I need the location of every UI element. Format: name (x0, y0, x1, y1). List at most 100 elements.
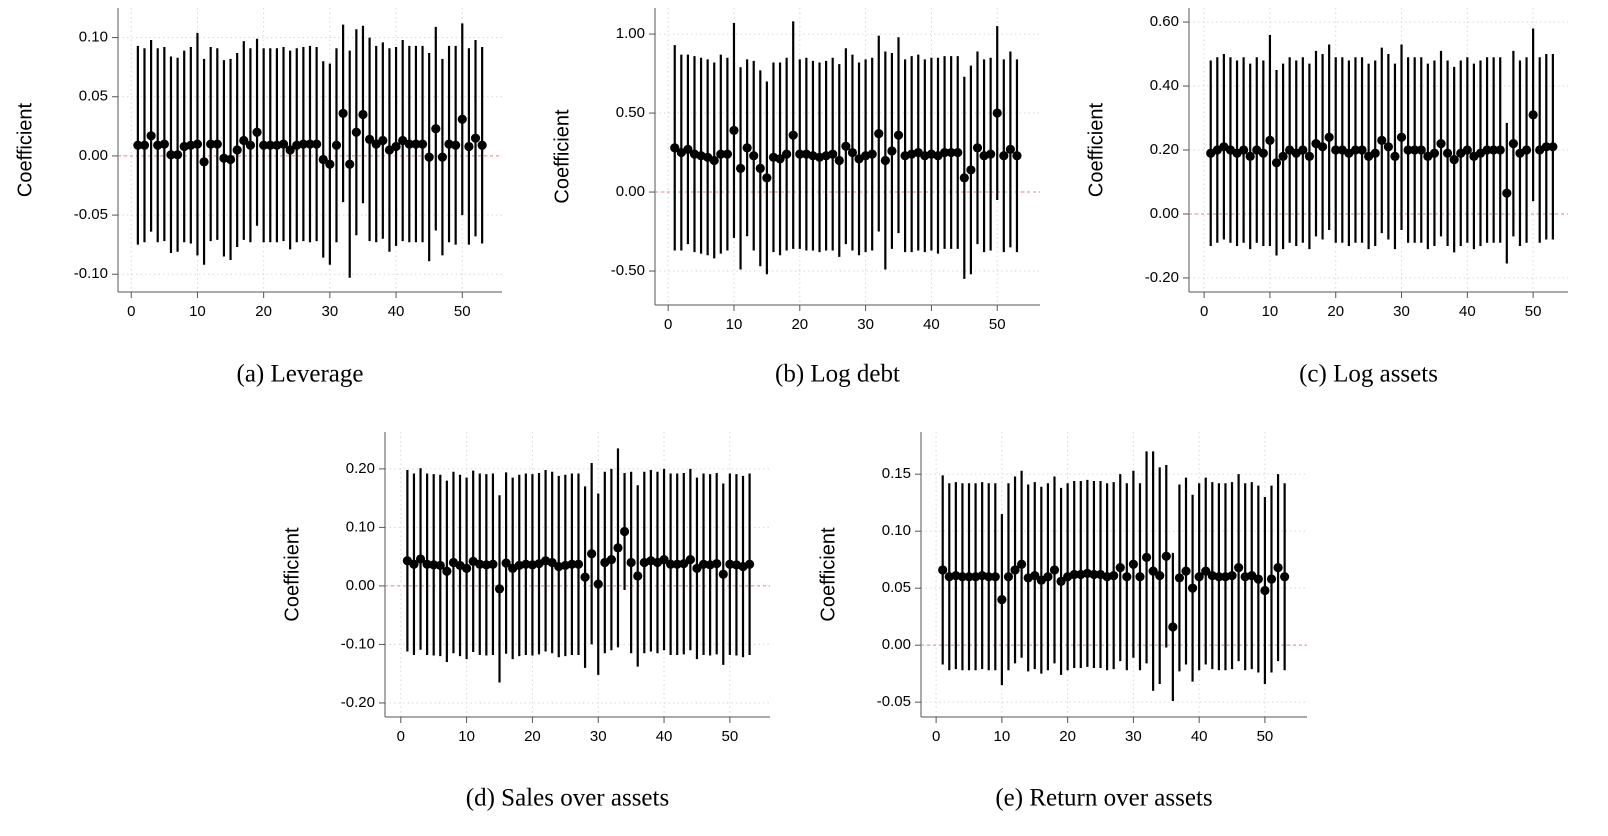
point (716, 149, 726, 159)
point (1429, 148, 1440, 158)
y-axis-label: Coefficient (14, 102, 36, 197)
point (437, 152, 448, 162)
point (867, 149, 877, 159)
point (1069, 569, 1079, 580)
point (475, 559, 485, 569)
point (424, 152, 434, 162)
point (245, 140, 256, 150)
x-tick-label: 0 (397, 728, 405, 745)
x-tick-label: 20 (524, 728, 541, 745)
point (755, 163, 765, 173)
point (1390, 151, 1400, 161)
point (729, 125, 739, 136)
point (206, 139, 216, 149)
point (159, 139, 169, 149)
x-tick-label: 20 (791, 316, 808, 333)
point (887, 146, 897, 156)
point (431, 124, 441, 134)
point (422, 559, 432, 569)
y-tick-label: 0.15 (882, 465, 911, 482)
point (1258, 148, 1268, 158)
x-tick-label: 50 (1525, 303, 1542, 320)
y-tick-label: -0.10 (341, 635, 375, 652)
point (278, 139, 289, 149)
point (1482, 145, 1492, 155)
x-tick-label: 30 (857, 316, 874, 333)
x-tick-label: 30 (1125, 728, 1142, 745)
point (1280, 572, 1290, 582)
caption: (b) Log debt (775, 361, 900, 388)
x-tick-label: 10 (458, 728, 475, 745)
y-tick-label: -0.10 (74, 265, 108, 282)
caption: (e) Return over assets (995, 785, 1212, 812)
x-tick-label: 30 (1393, 303, 1410, 320)
point (946, 147, 956, 158)
point (670, 143, 680, 153)
point (1350, 145, 1361, 155)
point (298, 139, 308, 149)
x-tick-label: 30 (590, 728, 607, 745)
point (712, 559, 722, 569)
point (749, 151, 759, 161)
point (828, 149, 838, 159)
point (1521, 145, 1532, 155)
point (1012, 151, 1022, 161)
point (1214, 572, 1224, 582)
point (429, 560, 439, 570)
point (378, 135, 388, 146)
point (1502, 188, 1512, 198)
point (966, 165, 976, 175)
point (1161, 551, 1171, 561)
point (1187, 583, 1198, 593)
x-tick-label: 50 (722, 728, 739, 745)
y-tick-label: 1.00 (616, 25, 645, 42)
point (442, 566, 452, 576)
point (1056, 576, 1066, 586)
point (587, 549, 597, 559)
point (762, 173, 772, 183)
point (1109, 571, 1119, 581)
x-tick-label: 40 (388, 303, 405, 320)
point (285, 145, 295, 155)
x-tick-label: 40 (1191, 728, 1208, 745)
y-tick-label: 0.10 (346, 518, 375, 535)
point (133, 140, 143, 150)
point (1030, 571, 1040, 581)
point (698, 559, 709, 569)
point (1089, 569, 1099, 580)
point (391, 141, 401, 152)
point (1122, 572, 1132, 582)
point (744, 559, 755, 569)
point (1331, 145, 1341, 155)
y-tick-label: 0.60 (1150, 13, 1179, 30)
point (999, 151, 1009, 161)
point (232, 145, 242, 155)
point (683, 144, 693, 154)
point (567, 559, 577, 569)
point (1010, 565, 1020, 575)
caption: (d) Sales over assets (466, 785, 669, 812)
point (464, 141, 474, 152)
point (679, 559, 689, 569)
point (1489, 145, 1499, 155)
point (986, 149, 996, 159)
point (1005, 144, 1015, 154)
point (722, 149, 732, 159)
point (1194, 572, 1204, 582)
point (1155, 571, 1165, 581)
point (1049, 565, 1060, 575)
point (1403, 145, 1413, 155)
point (435, 560, 445, 571)
point (1541, 142, 1551, 152)
point (1383, 142, 1393, 152)
point (957, 572, 968, 582)
y-tick-label: -0.05 (877, 693, 911, 710)
point (415, 554, 426, 564)
point (990, 572, 1000, 582)
point (1377, 135, 1387, 146)
point (1253, 574, 1263, 584)
point (880, 155, 890, 166)
y-tick-label: 0.00 (1150, 205, 1179, 222)
point (1396, 132, 1407, 142)
y-axis-label: Coefficient (281, 527, 303, 622)
